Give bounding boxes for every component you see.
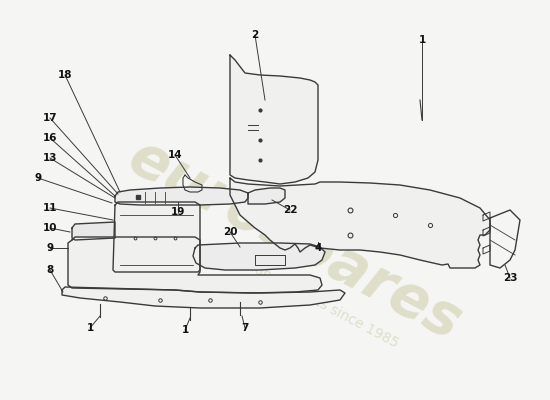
Text: 8: 8 — [46, 265, 54, 275]
Text: 19: 19 — [171, 207, 185, 217]
Polygon shape — [193, 243, 325, 270]
Text: 2: 2 — [251, 30, 258, 40]
Text: 10: 10 — [43, 223, 57, 233]
Polygon shape — [72, 222, 115, 240]
Polygon shape — [113, 202, 200, 272]
Text: a passion for parts since 1985: a passion for parts since 1985 — [209, 240, 401, 350]
Polygon shape — [230, 178, 490, 268]
Polygon shape — [230, 55, 318, 184]
Text: 4: 4 — [314, 243, 322, 253]
Text: 20: 20 — [223, 227, 237, 237]
Text: eurospares: eurospares — [119, 128, 471, 352]
Text: 22: 22 — [283, 205, 297, 215]
Text: 1: 1 — [86, 323, 94, 333]
Text: 16: 16 — [43, 133, 57, 143]
Polygon shape — [68, 237, 322, 293]
Text: 9: 9 — [46, 243, 53, 253]
Text: 18: 18 — [58, 70, 72, 80]
Text: 7: 7 — [241, 323, 249, 333]
Polygon shape — [62, 287, 345, 308]
Text: 9: 9 — [35, 173, 42, 183]
Text: 1: 1 — [182, 325, 189, 335]
Text: 1: 1 — [419, 35, 426, 45]
Text: 17: 17 — [43, 113, 57, 123]
Text: 14: 14 — [168, 150, 182, 160]
Text: 13: 13 — [43, 153, 57, 163]
Text: 23: 23 — [503, 273, 517, 283]
Polygon shape — [248, 188, 285, 204]
Polygon shape — [115, 187, 248, 205]
Text: 11: 11 — [43, 203, 57, 213]
